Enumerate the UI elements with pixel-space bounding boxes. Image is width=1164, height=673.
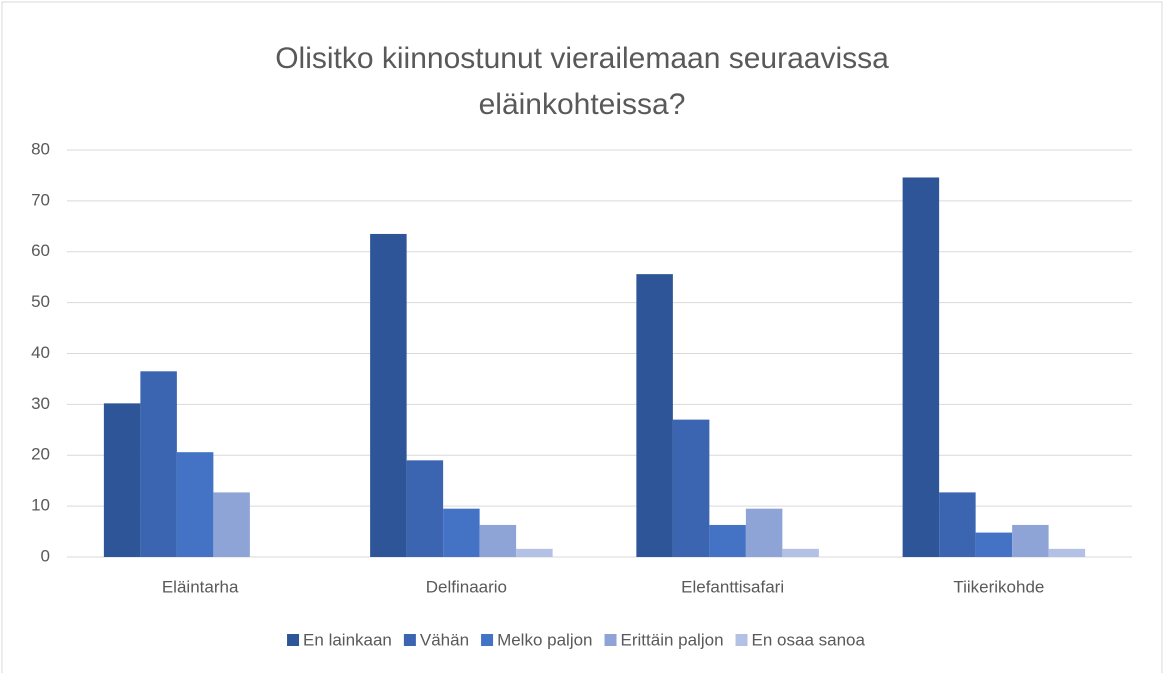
y-tick-label: 70 <box>31 190 50 209</box>
legend-label: Melko paljon <box>497 630 592 649</box>
legend-swatch <box>287 634 300 646</box>
chart-title: Olisitko kiinnostunut vierailemaan seura… <box>275 42 889 121</box>
bar <box>636 274 673 557</box>
x-tick-label: Elefanttisafari <box>681 577 784 596</box>
bar <box>782 548 819 557</box>
legend-swatch <box>403 634 416 646</box>
bar <box>176 452 214 557</box>
bar <box>1012 524 1049 557</box>
bar <box>140 371 177 557</box>
bar <box>406 460 444 557</box>
bar <box>370 233 407 557</box>
legend-swatch <box>604 634 617 646</box>
y-tick-label: 80 <box>31 139 50 158</box>
legend-label: En lainkaan <box>303 630 392 649</box>
y-tick-label: 40 <box>31 343 50 362</box>
legend-label: Vähän <box>420 630 469 649</box>
y-tick-label: 30 <box>31 394 50 413</box>
x-tick-label: Eläintarha <box>162 577 239 596</box>
bar <box>672 419 710 557</box>
bar <box>1048 548 1086 557</box>
bar <box>902 177 940 557</box>
y-tick-label: 50 <box>31 292 50 311</box>
bar <box>443 508 480 557</box>
bar <box>516 548 553 557</box>
legend-label: Erittäin paljon <box>621 630 724 649</box>
bar <box>745 508 783 557</box>
y-tick-label: 60 <box>31 241 50 260</box>
x-tick-label: Tiikerikohde <box>953 577 1044 596</box>
bar <box>479 524 517 557</box>
legend-swatch <box>481 634 494 646</box>
bar <box>213 492 250 557</box>
bar <box>939 492 976 557</box>
bar <box>103 403 141 557</box>
x-tick-label: Delfinaario <box>426 577 507 596</box>
bar <box>709 524 746 557</box>
y-tick-label: 20 <box>31 445 50 464</box>
legend-label: En osaa sanoa <box>752 630 866 649</box>
y-tick-label: 10 <box>31 496 50 515</box>
y-tick-label: 0 <box>41 546 50 565</box>
legend-swatch <box>735 634 748 646</box>
bar <box>975 532 1013 557</box>
